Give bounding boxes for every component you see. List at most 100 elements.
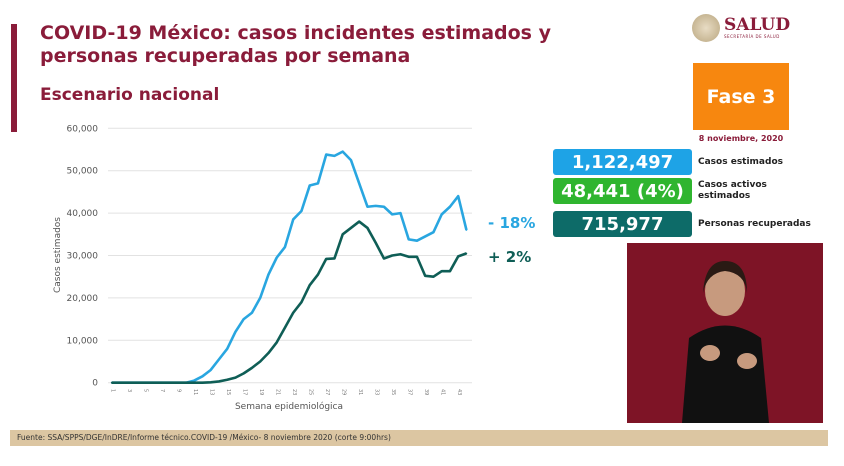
data-point (143, 381, 146, 384)
data-point (110, 381, 113, 384)
data-point (234, 376, 237, 379)
x-tick-label: 29 (341, 389, 347, 395)
x-tick-label: 19 (258, 389, 264, 395)
data-point (308, 184, 311, 187)
data-point (251, 311, 253, 314)
salud-logo: SALUD SECRETARÍA DE SALUD (692, 14, 790, 42)
x-tick-label: 9 (176, 389, 182, 392)
data-point (457, 195, 460, 197)
data-point (317, 182, 319, 185)
data-point (226, 378, 228, 381)
data-point (284, 326, 286, 329)
data-point (391, 213, 394, 216)
series-1-end-label: + 2% (488, 248, 531, 266)
x-tick-label: 7 (159, 389, 165, 392)
series-0-end-label: - 18% (488, 214, 535, 232)
data-point (383, 257, 385, 260)
x-tick-label: 35 (390, 389, 396, 395)
y-axis-label: Casos estimados (53, 217, 63, 293)
y-tick-label: 10,000 (67, 336, 99, 346)
data-point (407, 238, 410, 241)
data-point (209, 381, 212, 384)
x-tick-label: 33 (374, 389, 380, 395)
x-tick-label: 27 (324, 389, 330, 395)
stat-label: Casos activos estimados (698, 180, 767, 201)
data-point (432, 231, 435, 233)
data-point (267, 352, 270, 354)
stat-label: Personas recuperadas (698, 219, 811, 229)
data-point (374, 241, 377, 244)
x-tick-label: 5 (143, 389, 149, 392)
data-point (440, 213, 443, 216)
data-point (119, 381, 121, 384)
x-tick-label: 1 (110, 389, 116, 392)
y-tick-label: 0 (92, 379, 98, 389)
data-point (366, 205, 369, 208)
series-line-1 (111, 220, 467, 385)
data-point (383, 205, 385, 208)
data-point (399, 253, 402, 256)
data-point (127, 381, 129, 384)
data-point (341, 233, 344, 236)
data-point (275, 256, 278, 259)
x-tick-label: 43 (456, 389, 462, 395)
data-point (457, 255, 460, 258)
data-point (350, 159, 352, 161)
data-point (284, 246, 286, 248)
page-title: COVID-19 México: casos incidentes estima… (40, 22, 551, 67)
data-point (135, 381, 138, 384)
data-point (259, 297, 262, 299)
data-point (218, 380, 220, 383)
data-point (300, 301, 303, 303)
data-point (358, 182, 361, 185)
y-tick-label: 30,000 (67, 252, 99, 262)
interpreter-figure (682, 261, 769, 423)
data-point (292, 218, 295, 221)
data-point (160, 381, 162, 384)
data-point (218, 358, 220, 361)
seal-icon (692, 14, 720, 42)
data-point (416, 239, 418, 242)
y-tick-label: 60,000 (67, 124, 99, 134)
y-tick-label: 50,000 (67, 167, 99, 177)
data-point (259, 360, 262, 363)
x-tick-label: 25 (308, 389, 314, 395)
data-point (325, 153, 328, 156)
data-point (193, 381, 195, 384)
data-point (300, 210, 303, 212)
x-tick-label: 11 (192, 389, 198, 395)
y-tick-label: 40,000 (67, 209, 99, 219)
data-point (242, 372, 245, 375)
data-point (366, 227, 369, 229)
data-point (317, 273, 319, 276)
x-tick-label: 31 (357, 389, 363, 395)
x-tick-label: 13 (209, 389, 215, 395)
x-axis-label: Semana epidemiológica (235, 401, 343, 412)
data-point (201, 375, 204, 378)
stat-active-cases: 48,441 (4%) (553, 178, 692, 204)
data-point (275, 341, 278, 344)
data-point (185, 381, 187, 384)
data-point (399, 212, 402, 214)
page-subtitle: Escenario nacional (40, 85, 220, 105)
data-point (358, 220, 361, 223)
stat-label: Casos estimados (698, 157, 783, 167)
series-line-0 (111, 150, 468, 385)
data-point (226, 347, 228, 350)
data-point (325, 258, 328, 260)
data-point (391, 254, 394, 257)
stat-recovered: 715,977 (553, 211, 692, 237)
data-point (333, 257, 336, 260)
x-tick-label: 39 (423, 389, 429, 395)
data-point (465, 229, 468, 231)
data-point (152, 381, 154, 384)
data-point (333, 155, 336, 157)
data-point (449, 270, 451, 272)
data-point (341, 150, 344, 153)
data-point (350, 227, 352, 229)
accent-bar (11, 24, 17, 132)
data-point (440, 270, 443, 272)
stat-estimated-cases: 1,122,497 (553, 149, 692, 175)
sign-language-interpreter-video (627, 243, 823, 423)
